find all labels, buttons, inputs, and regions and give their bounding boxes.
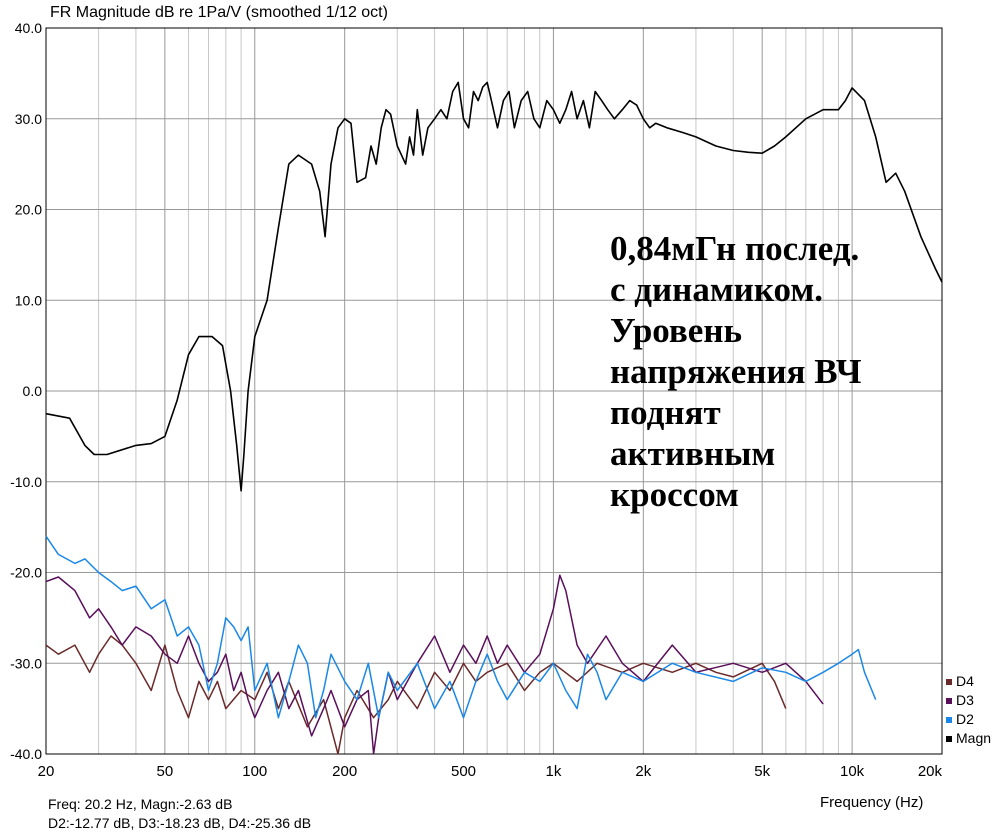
x-tick-label: 5k: [754, 763, 770, 780]
legend-label-magn: Magn: [956, 730, 992, 746]
x-tick-label: 1k: [546, 763, 562, 780]
x-tick-label: 100: [242, 763, 267, 780]
legend-item-magn[interactable]: Magn: [946, 729, 991, 748]
annotation-line: напряжения ВЧ: [610, 352, 862, 391]
legend-label-d3: D3: [956, 692, 974, 708]
y-tick-label: 20.0: [15, 202, 42, 218]
y-tick-label: -10.0: [10, 474, 42, 490]
y-tick-label: -20.0: [10, 565, 42, 581]
annotation-line: 0,84мГн послед.: [610, 229, 860, 268]
x-tick-label: 2k: [635, 763, 651, 780]
annotation-line: поднят: [610, 393, 721, 432]
annotation-text: 0,84мГн послед. с динамиком. Уровень нап…: [610, 228, 940, 515]
y-tick-labels: 40.0 30.0 20.0 10.0 0.0 -10.0 -20.0 -30.0 -40.0: [10, 20, 42, 762]
y-tick-label: -30.0: [10, 655, 42, 671]
y-tick-label: 10.0: [15, 292, 42, 308]
series-line-d4: [45, 635, 787, 755]
x-tick-label: 50: [157, 763, 174, 780]
legend-swatch-magn: [946, 735, 952, 742]
annotation-line: активным: [610, 434, 776, 473]
legend-item-d2[interactable]: D2: [946, 710, 991, 729]
series-line-magn: [45, 81, 943, 492]
legend: D4 D3 D2 Magn: [946, 672, 991, 748]
x-tick-label: 20: [38, 763, 55, 780]
x-tick-labels: 20 50 100 200 500 1k 2k 5k 10k 20k: [38, 763, 943, 780]
x-tick-label: 20k: [918, 763, 943, 780]
y-tick-label: 40.0: [15, 20, 42, 36]
cursor-readout: Freq: 20.2 Hz, Magn:-2.63 dB D2:-12.77 d…: [48, 795, 311, 833]
readout-line-1: Freq: 20.2 Hz, Magn:-2.63 dB: [48, 796, 233, 812]
readout-line-2: D2:-12.77 dB, D3:-18.23 dB, D4:-25.36 dB: [48, 815, 312, 831]
legend-swatch-d2: [946, 716, 952, 723]
x-tick-label: 500: [451, 763, 476, 780]
annotation-line: кроссом: [610, 475, 739, 514]
legend-item-d4[interactable]: D4: [946, 672, 991, 691]
legend-swatch-d3: [946, 697, 952, 704]
y-tick-label: 0.0: [23, 383, 43, 399]
series-layer: [45, 81, 943, 755]
legend-label-d2: D2: [956, 711, 974, 727]
annotation-line: Уровень: [610, 311, 743, 350]
legend-item-d3[interactable]: D3: [946, 691, 991, 710]
chart-title: FR Magnitude dB re 1Pa/V (smoothed 1/12 …: [50, 4, 388, 21]
y-tick-label: 30.0: [15, 111, 42, 127]
annotation-line: с динамиком.: [610, 270, 823, 309]
series-line-d2: [45, 535, 877, 719]
series-line-d3: [45, 574, 824, 755]
legend-label-d4: D4: [956, 673, 974, 689]
y-tick-label: -40.0: [10, 746, 42, 762]
legend-swatch-d4: [946, 678, 952, 685]
x-axis-label: Frequency (Hz): [820, 794, 924, 811]
x-tick-label: 10k: [840, 763, 865, 780]
plot-frame: [45, 27, 943, 755]
x-tick-label: 200: [332, 763, 357, 780]
